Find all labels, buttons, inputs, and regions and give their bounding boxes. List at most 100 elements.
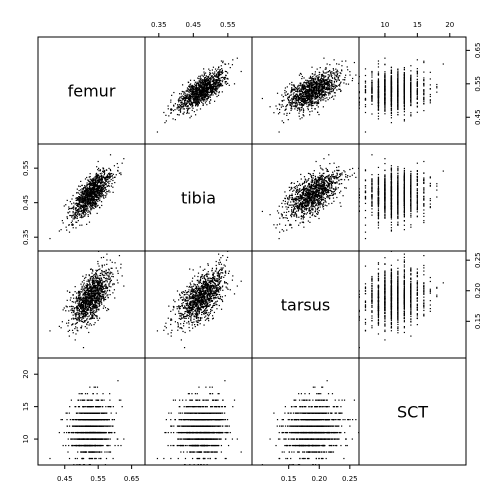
- scatter-point: [377, 83, 380, 85]
- scatter-point: [107, 181, 109, 183]
- scatter-point: [192, 104, 194, 106]
- scatter-point: [187, 101, 189, 103]
- scatter-point: [436, 87, 438, 89]
- scatter-point: [305, 99, 308, 102]
- scatter-point: [193, 89, 195, 91]
- scatter-point: [288, 99, 290, 102]
- scatter-point: [68, 224, 70, 226]
- scatter-point: [416, 83, 418, 85]
- scatter-point: [195, 94, 197, 96]
- scatter-point: [301, 104, 303, 106]
- scatter-point: [334, 74, 336, 76]
- scatter-point: [390, 109, 393, 111]
- scatter-point: [208, 88, 210, 90]
- scatter-point: [207, 79, 209, 81]
- scatter-point: [81, 190, 83, 192]
- scatter-point: [217, 79, 219, 81]
- scatter-point: [302, 95, 304, 97]
- scatter-point: [390, 87, 393, 89]
- scatter-point: [303, 81, 306, 83]
- scatter-point: [310, 93, 312, 95]
- scatter-point: [84, 192, 86, 194]
- scatter-point: [416, 75, 418, 77]
- scatter-point: [312, 80, 315, 82]
- scatter-point: [308, 93, 310, 95]
- scatter-point: [98, 192, 100, 194]
- scatter-point: [183, 111, 185, 113]
- scatter-point: [93, 204, 95, 206]
- scatter-point: [69, 214, 71, 217]
- scatter-point: [306, 103, 308, 105]
- scatter-point: [423, 93, 425, 96]
- scatter-point: [390, 88, 393, 90]
- scatter-point: [292, 98, 295, 101]
- scatter-point: [78, 210, 81, 212]
- scatter-point: [390, 111, 393, 113]
- scatter-point: [322, 87, 324, 89]
- scatter-point: [206, 82, 209, 84]
- scatter-point: [78, 196, 81, 198]
- scatter-point: [92, 201, 95, 203]
- scatter-point: [300, 95, 302, 97]
- scatter-point: [371, 113, 373, 115]
- scatter-point: [324, 97, 326, 100]
- scatter-point: [384, 86, 386, 88]
- scatter-point: [181, 104, 183, 106]
- scatter-point: [75, 217, 77, 219]
- scatter-point: [211, 69, 214, 71]
- scatter-point: [319, 93, 321, 96]
- scatter-point: [397, 93, 399, 95]
- scatter-point: [69, 201, 71, 203]
- scatter-point: [416, 92, 418, 94]
- scatter-point: [195, 87, 197, 89]
- scatter-point: [97, 191, 99, 193]
- scatter-point: [320, 96, 323, 98]
- scatter-point: [200, 83, 202, 85]
- scatter-point: [188, 96, 190, 98]
- scatter-point: [80, 189, 82, 191]
- scatter-point: [320, 98, 322, 100]
- scatter-point: [371, 100, 373, 102]
- scatter-point: [310, 96, 312, 98]
- scatter-point: [99, 184, 101, 187]
- scatter-point: [403, 93, 405, 96]
- scatter-point: [301, 84, 304, 87]
- scatter-point: [93, 199, 95, 201]
- scatter-point: [335, 68, 337, 70]
- scatter-point: [204, 81, 206, 83]
- scatter-point: [384, 93, 386, 95]
- scatter-point: [75, 211, 77, 213]
- scatter-point: [322, 72, 325, 74]
- scatter-point: [93, 192, 95, 195]
- scatter-point: [397, 102, 399, 104]
- scatter-point: [217, 73, 220, 76]
- scatter-point: [91, 184, 93, 187]
- scatter-point: [308, 99, 311, 101]
- scatter-point: [364, 85, 367, 87]
- scatter-point: [216, 91, 218, 93]
- scatter-point: [205, 75, 207, 77]
- scatter-point: [314, 91, 316, 93]
- scatter-point: [85, 193, 88, 195]
- scatter-point: [203, 84, 205, 86]
- scatter-point: [188, 108, 190, 110]
- scatter-point: [397, 95, 399, 97]
- scatter-point: [186, 107, 188, 109]
- scatter-point: [98, 177, 100, 179]
- scatter-point: [184, 99, 187, 102]
- scatter-point: [217, 78, 220, 80]
- scatter-point: [108, 175, 110, 177]
- scatter-point: [322, 106, 324, 108]
- scatter-point: [204, 87, 206, 90]
- scatter-point: [108, 167, 110, 170]
- scatter-point: [91, 195, 93, 197]
- scatter-point: [377, 81, 380, 84]
- scatter-point: [102, 187, 104, 189]
- scatter-point: [293, 97, 295, 99]
- scatter-point: [296, 104, 298, 106]
- scatter-point: [311, 92, 313, 94]
- scatter-point: [216, 85, 218, 87]
- scatter-point: [205, 78, 208, 80]
- scatter-point: [196, 98, 199, 100]
- scatter-point: [303, 92, 305, 94]
